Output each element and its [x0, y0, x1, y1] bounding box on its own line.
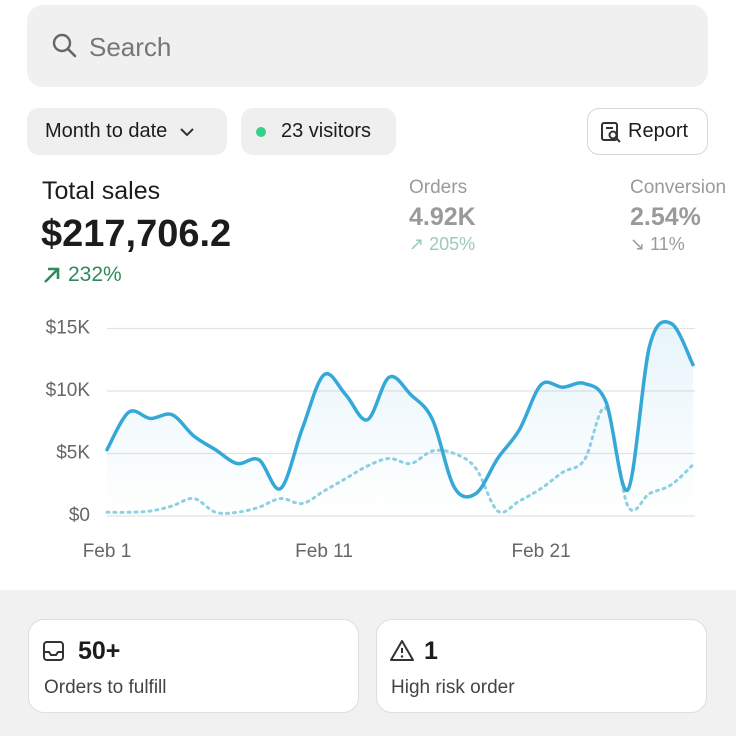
bottom-panel: 50+ Orders to fulfill 1 High risk order: [0, 590, 736, 736]
report-icon: [601, 121, 621, 143]
period-button[interactable]: Month to date: [27, 108, 227, 155]
y-tick-label: $15K: [46, 318, 91, 339]
visitors-label: 23 visitors: [281, 120, 372, 142]
search-icon: [52, 33, 77, 58]
line-area: [107, 321, 693, 516]
warning-icon: [390, 640, 414, 661]
conversion-metric: Conversion 2.54% ↘ 11%: [630, 177, 736, 255]
y-tick-label: $5K: [56, 443, 90, 464]
period-label: Month to date: [45, 120, 168, 142]
metric-value: 4.92K: [409, 203, 476, 231]
sales-change: 232%: [42, 263, 122, 287]
chevron: [180, 127, 195, 136]
y-tick-label: $0: [69, 505, 90, 526]
up-arrow: [44, 267, 60, 283]
sales-change-value: 232%: [68, 263, 122, 286]
visitors-button[interactable]: 23 visitors: [241, 108, 396, 155]
x-tick-label: Feb 21: [511, 541, 570, 562]
metric-value: 2.54%: [630, 203, 701, 231]
search-box[interactable]: Search: [27, 5, 708, 87]
sales-title: Total sales: [42, 177, 161, 205]
inbox-icon: [43, 641, 64, 661]
risk-card[interactable]: 1 High risk order: [376, 619, 707, 713]
card-value: 50+: [78, 637, 121, 665]
y-tick-label: $10K: [46, 380, 91, 401]
search-placeholder: Search: [89, 32, 172, 62]
metric-change: ↘ 11%: [630, 234, 685, 254]
card-label: High risk order: [391, 677, 515, 698]
sales-line: [105, 320, 695, 499]
x-tick-label: Feb 11: [295, 541, 353, 562]
card-value: 1: [424, 637, 438, 665]
fulfill-card[interactable]: 50+ Orders to fulfill: [28, 619, 359, 713]
report-button[interactable]: Report: [587, 108, 708, 155]
x-tick-label: Feb 1: [83, 541, 132, 562]
metric-label: Orders: [409, 177, 468, 198]
card-label: Orders to fulfill: [44, 677, 167, 698]
sales-value: $217,706.2: [41, 213, 232, 255]
orders-metric: Orders 4.92K ↗ 205%: [409, 177, 599, 255]
metric-change: ↗ 205%: [409, 234, 476, 254]
metric-change-value: 205%: [429, 234, 476, 254]
live-dot: [256, 126, 266, 137]
metric-change-value: 11%: [650, 234, 685, 254]
sales-chart: $0 $5K $10K $15K Feb 1 Feb 11 Feb 21: [46, 318, 695, 562]
metric-label: Conversion: [630, 177, 727, 198]
report-label: Report: [628, 120, 689, 142]
